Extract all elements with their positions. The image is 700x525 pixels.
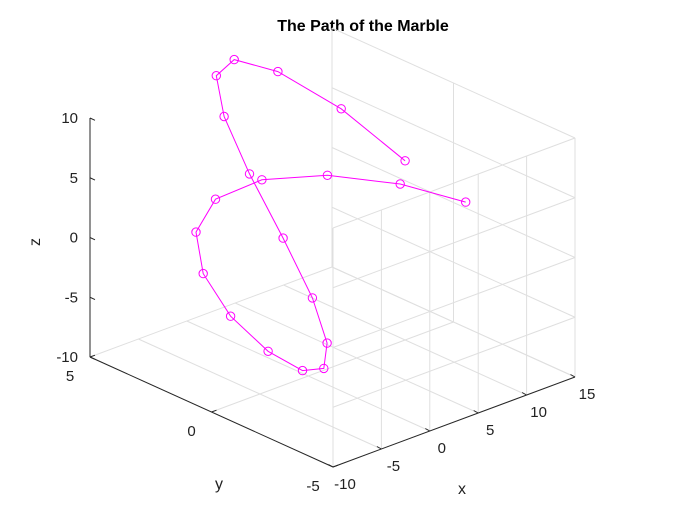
series-layer: [191, 54, 471, 376]
z-tick-label: -10: [56, 349, 78, 366]
grid-layer: [89, 27, 576, 468]
data-point-marker: [322, 338, 332, 348]
z-tick-mark: [89, 237, 96, 241]
data-point-marker: [198, 268, 208, 279]
data-point-marker: [211, 71, 222, 81]
data-point-marker: [225, 311, 236, 321]
x-tick-mark: [521, 392, 527, 396]
z-tick-label: 0: [70, 230, 78, 247]
x-tick-label: 10: [530, 404, 547, 421]
data-point-marker: [219, 111, 229, 122]
x-tick-mark: [425, 428, 431, 432]
z-axis-label: z: [27, 238, 44, 246]
data-point-marker: [244, 169, 255, 179]
data-point-marker: [461, 197, 471, 207]
z-tick-mark: [89, 296, 96, 301]
chart-title: The Path of the Marble: [277, 18, 449, 35]
x-tick-mark: [376, 446, 382, 450]
y-tick-label: 0: [187, 423, 195, 440]
z-tick-mark: [89, 117, 96, 121]
x-tick-label: 5: [486, 422, 494, 439]
right-wall-grid-z: [331, 206, 576, 318]
z-tick-label: 10: [61, 110, 78, 127]
x-axis-label: x: [458, 481, 466, 498]
z-tick-mark: [89, 177, 96, 181]
data-point-marker: [395, 179, 405, 189]
y-tick-label: -5: [306, 478, 319, 495]
back-wall-grid-z: [332, 257, 576, 348]
x-tick-mark: [328, 464, 334, 468]
z-tick-label: 5: [70, 170, 78, 187]
data-point-marker: [229, 54, 239, 65]
data-point-marker: [257, 175, 267, 185]
data-point-marker: [400, 156, 410, 166]
x-tick-mark: [473, 410, 479, 414]
data-point-marker: [319, 363, 329, 374]
data-point-marker: [336, 104, 346, 114]
y-tick-label: 5: [66, 368, 74, 385]
data-point-marker: [210, 194, 221, 204]
back-wall-grid-z: [332, 137, 576, 229]
right-wall-grid-z: [331, 147, 576, 258]
axis-layer: [89, 117, 576, 468]
y-tick-mark: [332, 464, 339, 468]
right-wall-grid-z: [331, 87, 576, 199]
x-tick-label: -5: [387, 458, 400, 475]
data-point-marker: [278, 233, 288, 243]
back-wall-grid-z: [332, 316, 576, 408]
data-point-marker: [273, 66, 283, 77]
x-tick-mark: [570, 374, 576, 378]
x-tick-label: 15: [579, 386, 596, 403]
data-point-marker: [307, 293, 318, 303]
x-tick-label: -10: [334, 476, 356, 493]
floor-grid-y: [89, 266, 333, 358]
y-tick-mark: [89, 354, 96, 358]
data-point-marker: [322, 170, 333, 181]
z-tick-mark: [89, 356, 96, 360]
z-tick-label: -5: [65, 289, 78, 306]
y-tick-mark: [211, 409, 217, 413]
x-tick-label: 0: [438, 440, 446, 457]
right-wall-grid-z: [331, 266, 576, 378]
data-point-marker: [191, 227, 201, 237]
x-axis-line: [332, 376, 576, 468]
series-line: [195, 59, 466, 372]
y-axis-label: y: [215, 476, 223, 493]
back-wall-grid-z: [332, 197, 576, 289]
tick-layer: -10 -5 0 5 10 -5 0 5 -10 -5 0 5 10 15: [56, 110, 595, 495]
data-point-marker: [263, 346, 273, 356]
right-wall-grid-z: [331, 27, 576, 139]
data-point-marker: [297, 365, 308, 376]
